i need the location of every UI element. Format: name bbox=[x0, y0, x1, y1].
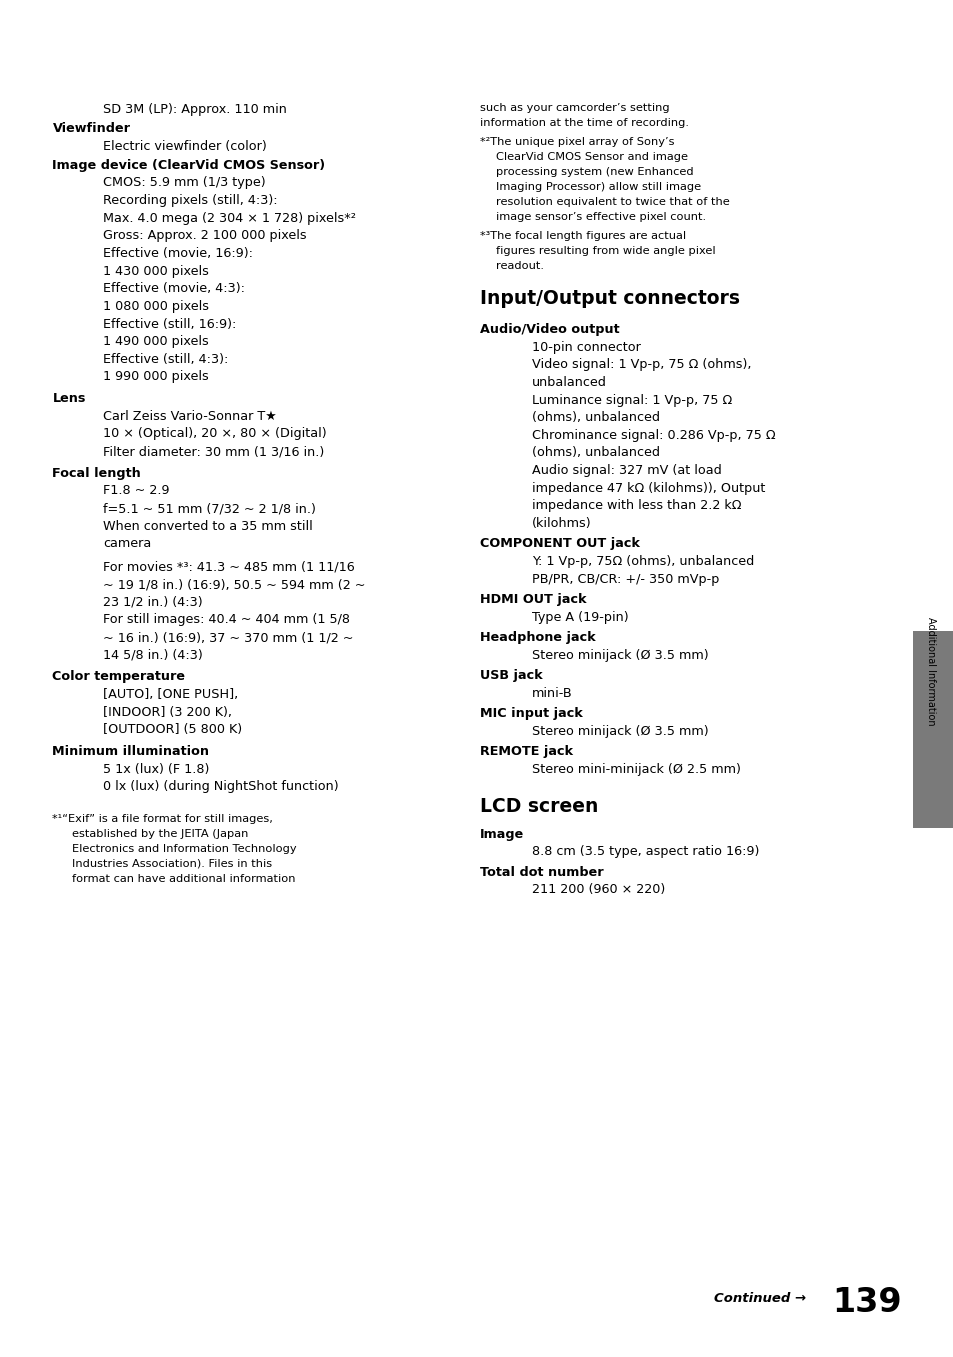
Text: Type A (19-pin): Type A (19-pin) bbox=[532, 611, 628, 624]
Text: Stereo mini-minijack (Ø 2.5 mm): Stereo mini-minijack (Ø 2.5 mm) bbox=[532, 763, 740, 776]
Text: [AUTO], [ONE PUSH],: [AUTO], [ONE PUSH], bbox=[103, 688, 238, 702]
Text: USB jack: USB jack bbox=[479, 669, 542, 683]
Text: image sensor’s effective pixel count.: image sensor’s effective pixel count. bbox=[496, 212, 705, 221]
Text: Video signal: 1 Vp-p, 75 Ω (ohms),: Video signal: 1 Vp-p, 75 Ω (ohms), bbox=[532, 358, 751, 372]
Text: unbalanced: unbalanced bbox=[532, 376, 606, 389]
Text: Filter diameter: 30 mm (1 3/16 in.): Filter diameter: 30 mm (1 3/16 in.) bbox=[103, 445, 324, 459]
Text: 10 × (Optical), 20 ×, 80 × (Digital): 10 × (Optical), 20 ×, 80 × (Digital) bbox=[103, 427, 326, 441]
Text: 1 080 000 pixels: 1 080 000 pixels bbox=[103, 300, 209, 313]
Text: Continued →: Continued → bbox=[713, 1292, 805, 1305]
Text: Effective (movie, 16:9):: Effective (movie, 16:9): bbox=[103, 247, 253, 261]
Text: Focal length: Focal length bbox=[52, 467, 141, 480]
Text: Electronics and Information Technology: Electronics and Information Technology bbox=[71, 844, 295, 854]
Text: impedance with less than 2.2 kΩ: impedance with less than 2.2 kΩ bbox=[532, 499, 741, 513]
Text: mini-B: mini-B bbox=[532, 687, 573, 700]
Text: Total dot number: Total dot number bbox=[479, 866, 603, 879]
Text: PB/PR, CB/CR: +/- 350 mVp-p: PB/PR, CB/CR: +/- 350 mVp-p bbox=[532, 573, 719, 586]
Text: [OUTDOOR] (5 800 K): [OUTDOOR] (5 800 K) bbox=[103, 723, 242, 737]
Text: format can have additional information: format can have additional information bbox=[71, 874, 294, 883]
Text: 211 200 (960 × 220): 211 200 (960 × 220) bbox=[532, 883, 665, 897]
Text: figures resulting from wide angle pixel: figures resulting from wide angle pixel bbox=[496, 246, 715, 255]
Text: COMPONENT OUT jack: COMPONENT OUT jack bbox=[479, 537, 639, 551]
Text: [INDOOR] (3 200 K),: [INDOOR] (3 200 K), bbox=[103, 706, 232, 719]
Text: Max. 4.0 mega (2 304 × 1 728) pixels*²: Max. 4.0 mega (2 304 × 1 728) pixels*² bbox=[103, 212, 355, 225]
Text: Industries Association). Files in this: Industries Association). Files in this bbox=[71, 859, 272, 868]
Text: Audio signal: 327 mV (at load: Audio signal: 327 mV (at load bbox=[532, 464, 721, 478]
Text: Minimum illumination: Minimum illumination bbox=[52, 745, 210, 759]
Text: 139: 139 bbox=[831, 1286, 901, 1319]
Text: Carl Zeiss Vario-Sonnar T★: Carl Zeiss Vario-Sonnar T★ bbox=[103, 410, 276, 423]
Text: For still images: 40.4 ~ 404 mm (1 5/8: For still images: 40.4 ~ 404 mm (1 5/8 bbox=[103, 613, 350, 627]
Text: processing system (new Enhanced: processing system (new Enhanced bbox=[496, 167, 693, 176]
Text: Additional Information: Additional Information bbox=[925, 617, 935, 726]
Text: ~ 16 in.) (16:9), 37 ~ 370 mm (1 1/2 ~: ~ 16 in.) (16:9), 37 ~ 370 mm (1 1/2 ~ bbox=[103, 631, 354, 645]
Text: 10-pin connector: 10-pin connector bbox=[532, 341, 640, 354]
Text: Color temperature: Color temperature bbox=[52, 670, 185, 684]
Text: 1 490 000 pixels: 1 490 000 pixels bbox=[103, 335, 209, 349]
Text: Image device (ClearVid CMOS Sensor): Image device (ClearVid CMOS Sensor) bbox=[52, 159, 325, 172]
Text: 1 430 000 pixels: 1 430 000 pixels bbox=[103, 265, 209, 278]
Text: information at the time of recording.: information at the time of recording. bbox=[479, 118, 688, 128]
Text: 0 lx (lux) (during NightShot function): 0 lx (lux) (during NightShot function) bbox=[103, 780, 338, 794]
Text: Viewfinder: Viewfinder bbox=[52, 122, 131, 136]
Text: Imaging Processor) allow still image: Imaging Processor) allow still image bbox=[496, 182, 700, 191]
Text: Electric viewfinder (color): Electric viewfinder (color) bbox=[103, 140, 267, 153]
Text: resolution equivalent to twice that of the: resolution equivalent to twice that of t… bbox=[496, 197, 729, 206]
Text: 14 5/8 in.) (4:3): 14 5/8 in.) (4:3) bbox=[103, 649, 203, 662]
Text: Lens: Lens bbox=[52, 392, 86, 406]
Text: Luminance signal: 1 Vp-p, 75 Ω: Luminance signal: 1 Vp-p, 75 Ω bbox=[532, 394, 732, 407]
Text: Effective (movie, 4:3):: Effective (movie, 4:3): bbox=[103, 282, 245, 296]
Text: 8.8 cm (3.5 type, aspect ratio 16:9): 8.8 cm (3.5 type, aspect ratio 16:9) bbox=[532, 845, 759, 859]
Text: Y: 1 Vp-p, 75Ω (ohms), unbalanced: Y: 1 Vp-p, 75Ω (ohms), unbalanced bbox=[532, 555, 754, 569]
Text: (ohms), unbalanced: (ohms), unbalanced bbox=[532, 446, 659, 460]
Text: 1 990 000 pixels: 1 990 000 pixels bbox=[103, 370, 209, 384]
Text: established by the JEITA (Japan: established by the JEITA (Japan bbox=[71, 829, 248, 839]
Text: 5 1x (lux) (F 1.8): 5 1x (lux) (F 1.8) bbox=[103, 763, 210, 776]
Text: 23 1/2 in.) (4:3): 23 1/2 in.) (4:3) bbox=[103, 596, 202, 609]
Text: HDMI OUT jack: HDMI OUT jack bbox=[479, 593, 586, 607]
Text: MIC input jack: MIC input jack bbox=[479, 707, 582, 721]
Text: Audio/Video output: Audio/Video output bbox=[479, 323, 618, 337]
Text: CMOS: 5.9 mm (1/3 type): CMOS: 5.9 mm (1/3 type) bbox=[103, 176, 265, 190]
Text: Stereo minijack (Ø 3.5 mm): Stereo minijack (Ø 3.5 mm) bbox=[532, 649, 708, 662]
Text: Headphone jack: Headphone jack bbox=[479, 631, 595, 645]
Bar bbox=[912, 631, 953, 828]
Text: Gross: Approx. 2 100 000 pixels: Gross: Approx. 2 100 000 pixels bbox=[103, 229, 306, 243]
Text: readout.: readout. bbox=[496, 261, 543, 270]
Text: *³The focal length figures are actual: *³The focal length figures are actual bbox=[479, 231, 685, 240]
Text: Effective (still, 4:3):: Effective (still, 4:3): bbox=[103, 353, 228, 366]
Text: (ohms), unbalanced: (ohms), unbalanced bbox=[532, 411, 659, 425]
Text: *¹“Exif” is a file format for still images,: *¹“Exif” is a file format for still imag… bbox=[52, 814, 274, 824]
Text: f=5.1 ~ 51 mm (7/32 ~ 2 1/8 in.): f=5.1 ~ 51 mm (7/32 ~ 2 1/8 in.) bbox=[103, 502, 315, 516]
Text: impedance 47 kΩ (kilohms)), Output: impedance 47 kΩ (kilohms)), Output bbox=[532, 482, 765, 495]
Text: F1.8 ~ 2.9: F1.8 ~ 2.9 bbox=[103, 484, 170, 498]
Text: Recording pixels (still, 4:3):: Recording pixels (still, 4:3): bbox=[103, 194, 277, 208]
Text: Stereo minijack (Ø 3.5 mm): Stereo minijack (Ø 3.5 mm) bbox=[532, 725, 708, 738]
Text: *²The unique pixel array of Sony’s: *²The unique pixel array of Sony’s bbox=[479, 137, 674, 147]
Text: When converted to a 35 mm still: When converted to a 35 mm still bbox=[103, 520, 313, 533]
Text: ClearVid CMOS Sensor and image: ClearVid CMOS Sensor and image bbox=[496, 152, 687, 161]
Text: REMOTE jack: REMOTE jack bbox=[479, 745, 572, 759]
Text: Image: Image bbox=[479, 828, 523, 841]
Text: Input/Output connectors: Input/Output connectors bbox=[479, 289, 740, 308]
Text: camera: camera bbox=[103, 537, 152, 551]
Text: For movies *³: 41.3 ~ 485 mm (1 11/16: For movies *³: 41.3 ~ 485 mm (1 11/16 bbox=[103, 560, 355, 574]
Text: Effective (still, 16:9):: Effective (still, 16:9): bbox=[103, 318, 236, 331]
Text: ~ 19 1/8 in.) (16:9), 50.5 ~ 594 mm (2 ~: ~ 19 1/8 in.) (16:9), 50.5 ~ 594 mm (2 ~ bbox=[103, 578, 365, 592]
Text: LCD screen: LCD screen bbox=[479, 797, 598, 816]
Text: such as your camcorder’s setting: such as your camcorder’s setting bbox=[479, 103, 669, 113]
Text: (kilohms): (kilohms) bbox=[532, 517, 591, 531]
Text: Chrominance signal: 0.286 Vp-p, 75 Ω: Chrominance signal: 0.286 Vp-p, 75 Ω bbox=[532, 429, 775, 442]
Text: SD 3M (LP): Approx. 110 min: SD 3M (LP): Approx. 110 min bbox=[103, 103, 287, 117]
